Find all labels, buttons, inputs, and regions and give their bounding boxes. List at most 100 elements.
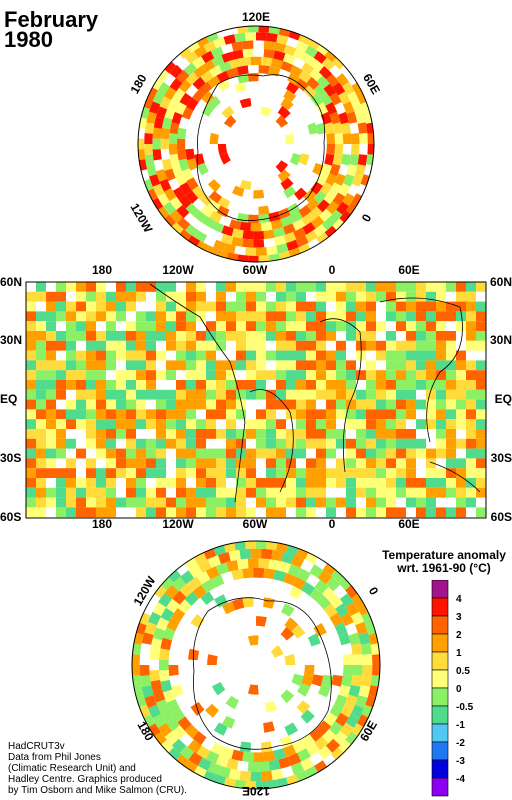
- anomaly-cell: [192, 185, 205, 199]
- anomaly-cell: [86, 380, 96, 390]
- anomaly-cell: [426, 331, 436, 341]
- world-map-frame: [25, 281, 487, 519]
- anomaly-cell: [276, 340, 286, 351]
- anomaly-cell: [158, 722, 173, 737]
- anomaly-cell: [276, 350, 286, 361]
- anomaly-cell: [216, 291, 226, 302]
- anomaly-cell: [360, 675, 372, 687]
- legend-tick-label: -2: [456, 738, 465, 749]
- anomaly-cell: [146, 409, 156, 420]
- anomaly-cell: [416, 370, 426, 380]
- anomaly-cell: [256, 360, 266, 371]
- world-ylabel-left: 60S: [0, 510, 21, 524]
- anomaly-cell: [266, 32, 278, 43]
- anomaly-cell: [146, 438, 156, 449]
- anomaly-cell: [446, 438, 456, 449]
- anomaly-cell: [96, 399, 106, 410]
- anomaly-cell: [406, 399, 416, 410]
- anomaly-cell: [436, 331, 446, 341]
- anomaly-cell: [36, 311, 46, 322]
- anomaly-cell: [86, 429, 96, 439]
- anomaly-cell: [341, 153, 351, 166]
- anomaly-cell: [46, 399, 56, 410]
- anomaly-cell: [406, 409, 416, 420]
- anomaly-cell: [116, 448, 126, 459]
- anomaly-cell: [184, 724, 199, 739]
- anomaly-cell: [355, 695, 368, 709]
- anomaly-cell: [126, 478, 136, 488]
- anomaly-cell: [190, 614, 205, 629]
- anomaly-cell: [306, 311, 316, 322]
- anomaly-cell: [256, 247, 267, 256]
- anomaly-cell: [46, 409, 56, 420]
- anomaly-cell: [26, 291, 36, 302]
- anomaly-cell: [313, 622, 327, 637]
- anomaly-cell: [289, 210, 303, 223]
- anomaly-cell: [426, 311, 436, 322]
- anomaly-cell: [231, 49, 244, 60]
- anomaly-cell: [159, 648, 170, 660]
- anomaly-cell: [96, 507, 106, 518]
- anomaly-cell: [436, 399, 446, 410]
- anomaly-cell: [116, 350, 126, 361]
- anomaly-cell: [323, 83, 337, 97]
- anomaly-cell: [169, 64, 183, 79]
- anomaly-cell: [329, 163, 341, 177]
- anomaly-cell: [150, 679, 163, 693]
- anomaly-cell: [339, 722, 354, 737]
- anomaly-cell: [144, 154, 155, 166]
- anomaly-cell: [136, 478, 146, 488]
- anomaly-cell: [66, 370, 76, 380]
- anomaly-cell: [26, 429, 36, 439]
- anomaly-cell: [396, 291, 406, 302]
- anomaly-cell: [355, 111, 366, 124]
- anomaly-cell: [179, 92, 192, 106]
- anomaly-cell: [306, 478, 316, 488]
- anomaly-cell: [177, 599, 192, 614]
- anomaly-cell: [338, 91, 351, 105]
- world-ylabel-left: 30N: [0, 333, 22, 347]
- anomaly-cell: [446, 340, 456, 351]
- anomaly-cell: [242, 48, 254, 58]
- anomaly-cell: [366, 154, 374, 166]
- anomaly-cell: [356, 301, 366, 312]
- anomaly-cell: [266, 419, 276, 429]
- anomaly-cell: [366, 468, 376, 478]
- anomaly-cell: [66, 478, 76, 488]
- anomaly-cell: [126, 448, 136, 459]
- anomaly-cell: [246, 321, 256, 331]
- anomaly-cell: [156, 169, 168, 182]
- anomaly-cell: [245, 32, 256, 41]
- anomaly-cell: [283, 231, 297, 244]
- anomaly-cell: [220, 233, 234, 245]
- anomaly-cell: [276, 243, 289, 254]
- anomaly-cell: [436, 409, 446, 420]
- anomaly-cell: [253, 239, 265, 248]
- anomaly-cell: [436, 370, 446, 380]
- anomaly-cell: [436, 468, 446, 478]
- anomaly-cell: [106, 409, 116, 420]
- anomaly-cell: [185, 51, 199, 64]
- anomaly-cell: [199, 193, 213, 207]
- anomaly-cell: [186, 429, 196, 439]
- anomaly-cell: [196, 380, 206, 390]
- anomaly-cell: [466, 282, 476, 292]
- anomaly-cell: [349, 154, 359, 166]
- anomaly-cell: [350, 133, 360, 144]
- anomaly-cell: [396, 487, 406, 498]
- anomaly-cell: [186, 350, 196, 361]
- anomaly-cell: [304, 230, 319, 243]
- anomaly-cell: [200, 591, 215, 605]
- anomaly-cell: [146, 458, 156, 469]
- anomaly-cell: [326, 144, 336, 155]
- anomaly-cell: [144, 695, 157, 709]
- anomaly-cell: [183, 62, 198, 76]
- anomaly-cell: [36, 370, 46, 380]
- anomaly-cell: [263, 40, 276, 51]
- anomaly-cell: [351, 592, 366, 607]
- anomaly-cell: [366, 380, 376, 390]
- anomaly-cell: [326, 389, 336, 400]
- anomaly-cell: [232, 185, 245, 197]
- anomaly-cell: [177, 148, 187, 161]
- anomaly-cell: [153, 116, 164, 129]
